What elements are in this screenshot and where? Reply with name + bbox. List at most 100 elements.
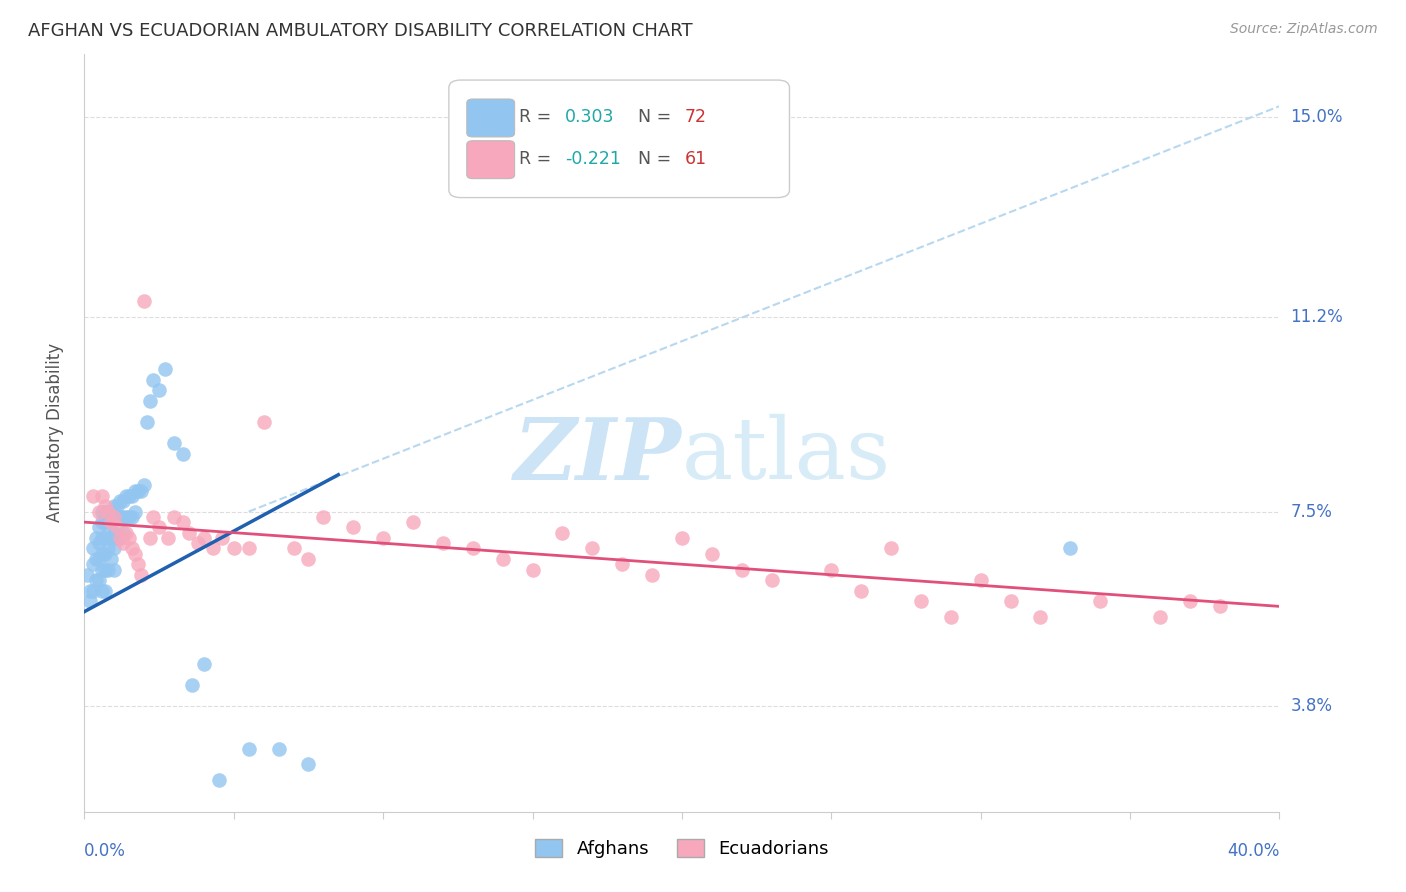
Point (121, 541, 143, 556)
Point (139, 394, 162, 409)
Point (129, 483, 152, 498)
Point (124, 483, 146, 498)
Point (297, 757, 319, 772)
Point (163, 436, 186, 450)
Point (177, 525, 200, 540)
Point (253, 415, 276, 429)
Point (110, 509, 132, 524)
Point (91, 547, 114, 561)
Point (267, 741, 290, 756)
Point (172, 447, 194, 461)
Point (1029, 610, 1052, 624)
Point (163, 509, 186, 524)
Text: AFGHAN VS ECUADORIAN AMBULATORY DISABILITY CORRELATION CHART: AFGHAN VS ECUADORIAN AMBULATORY DISABILI… (28, 22, 693, 40)
Point (112, 525, 135, 540)
Point (181, 678, 204, 692)
Text: 72: 72 (685, 108, 706, 126)
Point (1000, 594, 1022, 608)
Point (1149, 610, 1171, 624)
Text: 40.0%: 40.0% (1227, 842, 1279, 860)
Text: 7.5%: 7.5% (1291, 502, 1333, 521)
Point (211, 531, 233, 545)
Point (820, 562, 842, 576)
Text: 11.2%: 11.2% (1291, 308, 1343, 326)
Point (193, 531, 215, 545)
Point (492, 552, 515, 566)
Point (142, 373, 165, 387)
Point (612, 558, 634, 572)
Point (342, 520, 364, 534)
Point (97, 562, 120, 576)
Point (461, 541, 484, 556)
Point (132, 478, 156, 492)
Point (82, 583, 104, 598)
Point (193, 657, 215, 672)
Point (641, 567, 664, 582)
Point (312, 509, 335, 524)
Text: atlas: atlas (682, 414, 891, 497)
FancyBboxPatch shape (467, 141, 515, 178)
Point (86, 573, 108, 587)
Point (105, 500, 128, 514)
Point (201, 541, 224, 556)
Point (89, 505, 111, 519)
Point (121, 509, 143, 524)
Point (297, 552, 319, 566)
Text: N =: N = (627, 150, 676, 168)
Point (238, 541, 260, 556)
Point (105, 531, 128, 545)
Point (97, 541, 120, 556)
Point (851, 583, 873, 598)
Point (86, 552, 108, 566)
Point (94, 500, 117, 514)
Point (121, 489, 143, 503)
Point (91, 515, 114, 529)
Point (139, 531, 162, 545)
Point (880, 541, 903, 556)
Point (103, 509, 125, 524)
Point (127, 483, 149, 498)
Point (91, 489, 114, 503)
Point (432, 536, 454, 550)
Point (91, 505, 114, 519)
Point (94, 531, 117, 545)
Point (187, 536, 209, 550)
Point (103, 525, 125, 540)
Point (581, 541, 603, 556)
FancyBboxPatch shape (449, 80, 790, 198)
Point (100, 515, 122, 529)
Point (103, 541, 125, 556)
Text: 3.8%: 3.8% (1291, 698, 1333, 715)
Point (100, 531, 122, 545)
Point (89, 573, 111, 587)
Point (110, 531, 132, 545)
Text: R =: R = (519, 150, 557, 168)
Point (100, 515, 122, 529)
Point (94, 505, 117, 519)
Point (115, 489, 138, 503)
Point (153, 362, 176, 376)
Point (373, 531, 395, 545)
Point (124, 547, 146, 561)
Point (115, 525, 138, 540)
Point (100, 552, 122, 566)
Point (127, 558, 149, 572)
Point (91, 531, 114, 545)
Point (129, 567, 152, 582)
Point (100, 505, 122, 519)
Point (103, 509, 125, 524)
Text: R =: R = (519, 108, 557, 126)
Text: 15.0%: 15.0% (1291, 108, 1343, 126)
Point (118, 489, 141, 503)
Point (522, 562, 544, 576)
Point (94, 583, 117, 598)
Point (82, 541, 104, 556)
Point (115, 509, 138, 524)
Point (105, 520, 128, 534)
Point (172, 515, 194, 529)
Point (238, 741, 260, 756)
Point (1178, 594, 1201, 608)
Point (76, 567, 98, 582)
Point (671, 531, 693, 545)
Point (94, 515, 117, 529)
